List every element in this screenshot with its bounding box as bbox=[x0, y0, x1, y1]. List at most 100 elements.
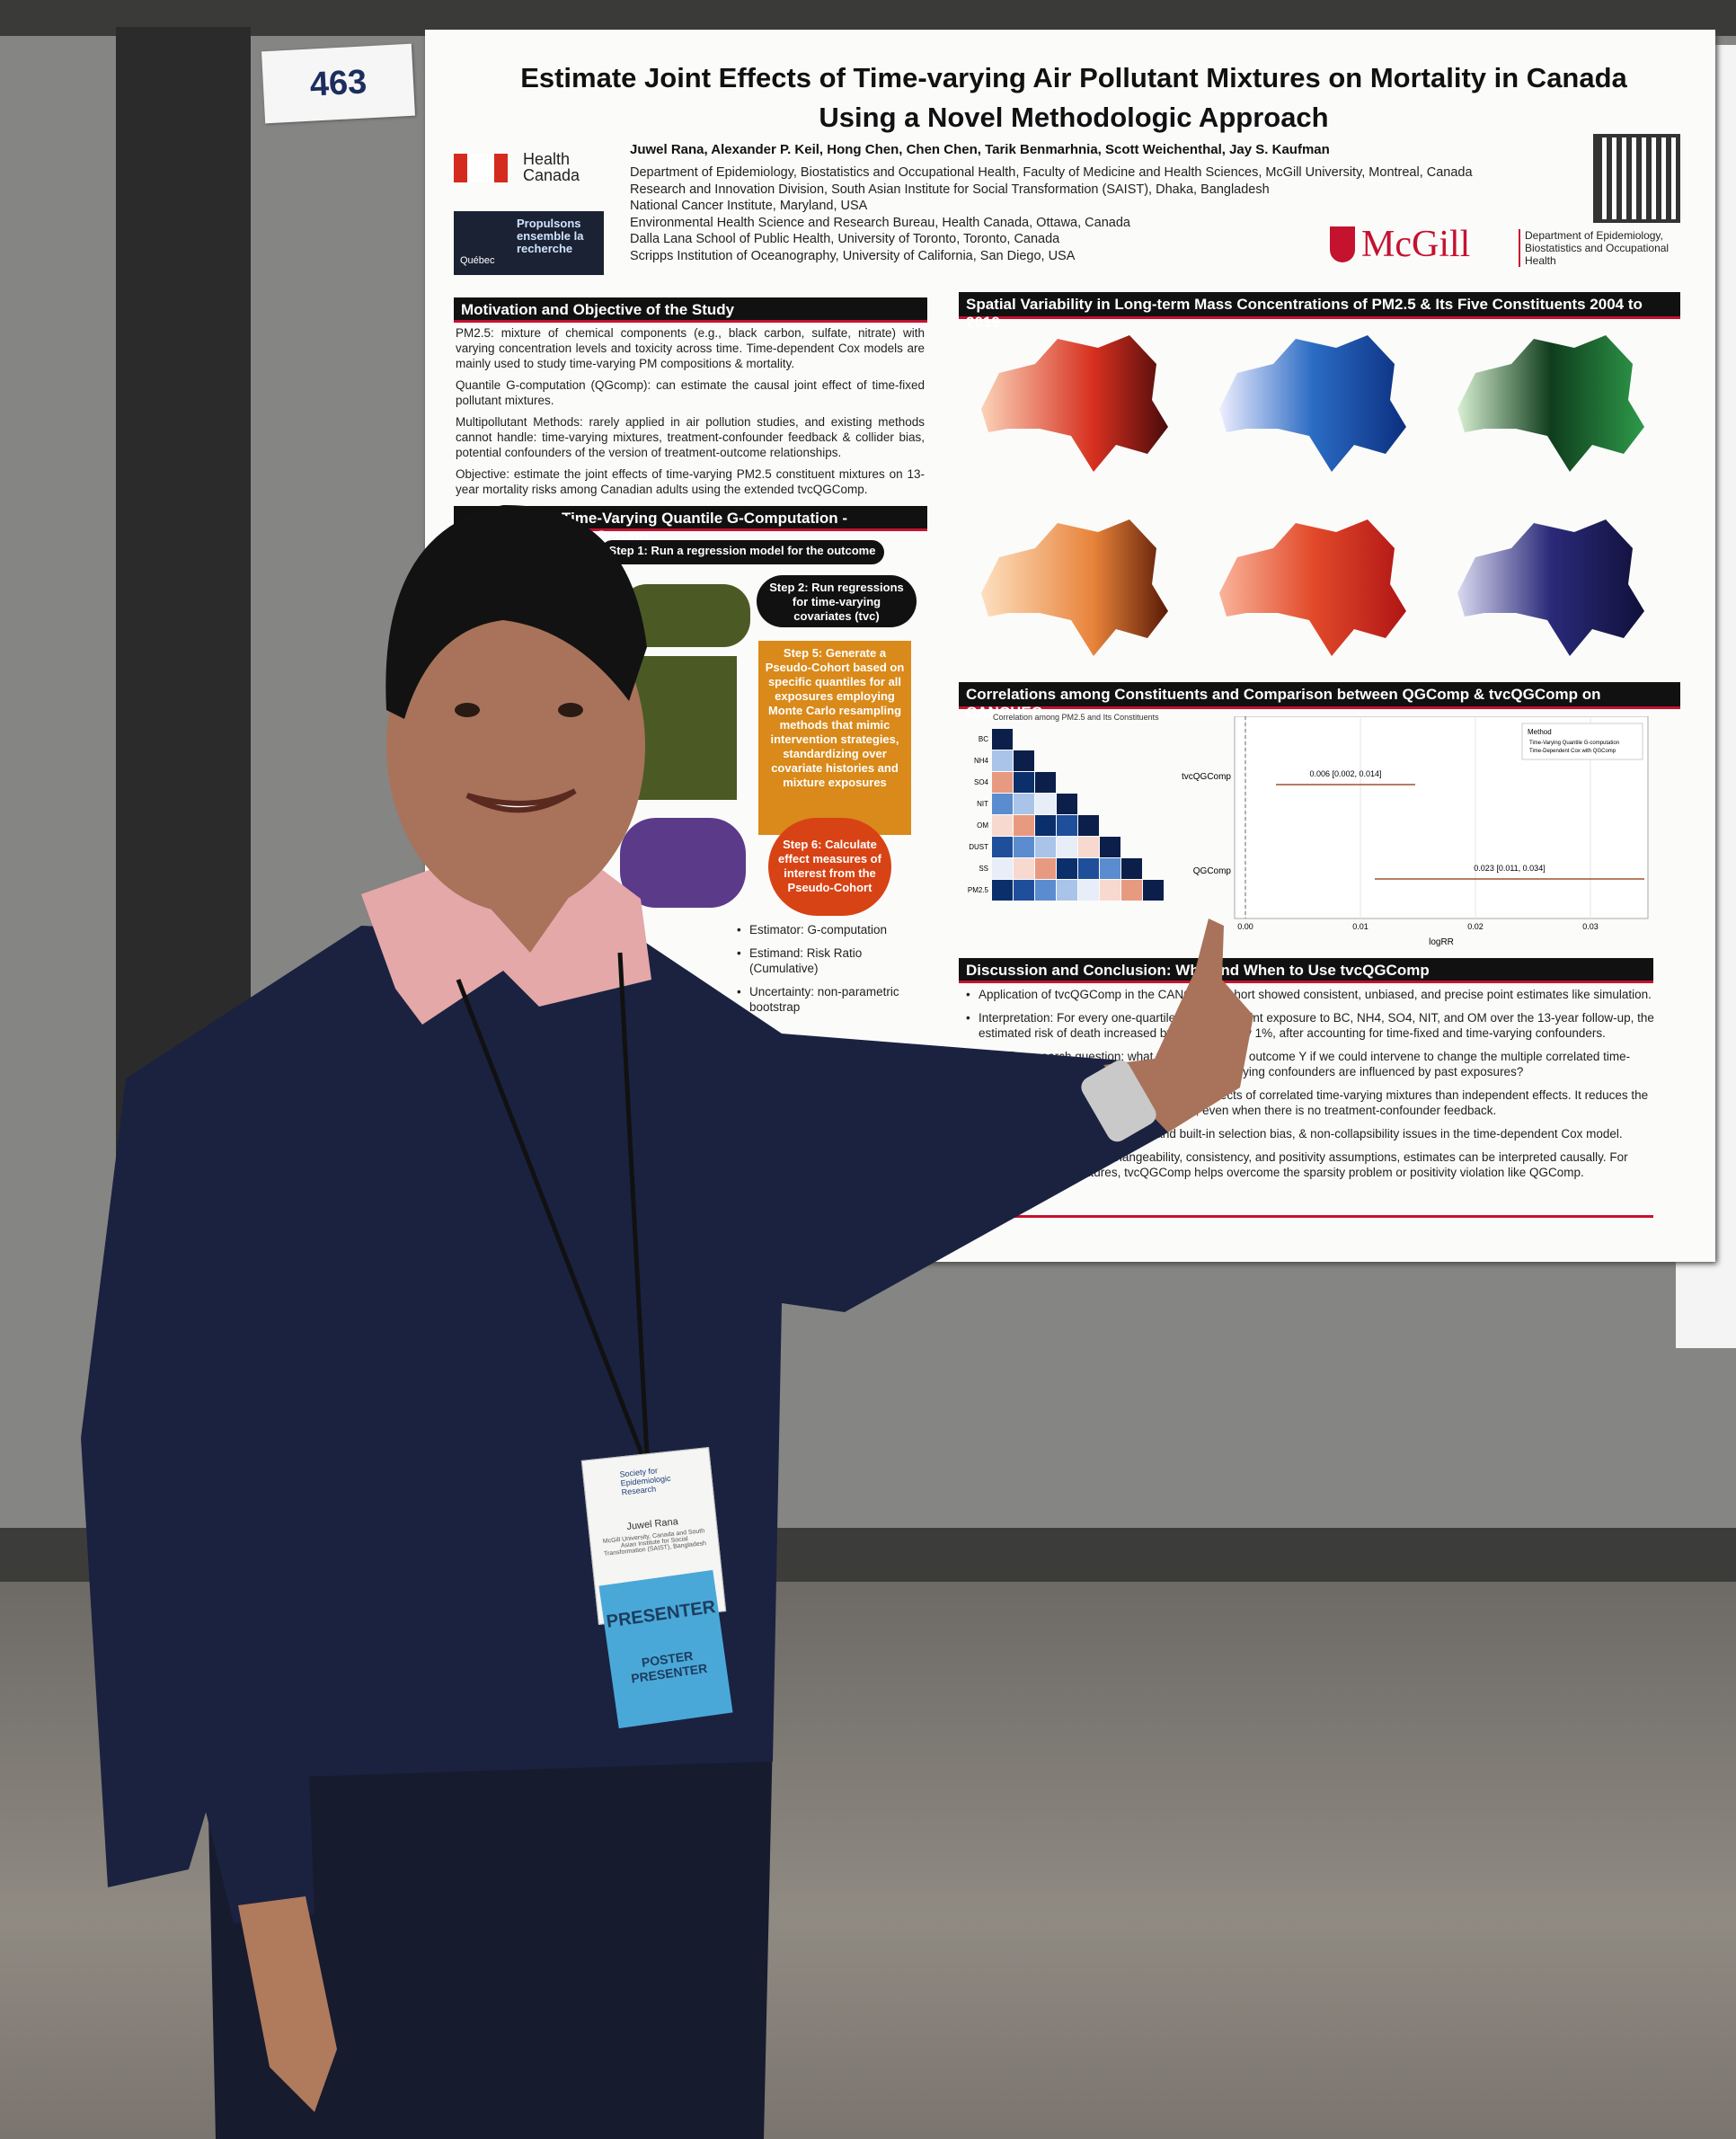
paragraph: Objective: estimate the joint effects of… bbox=[456, 467, 925, 496]
heatmap-label: DUST bbox=[969, 843, 988, 851]
heatmap-cell bbox=[992, 837, 1013, 857]
mcgill-crest bbox=[1330, 226, 1355, 262]
heatmap-cell bbox=[992, 815, 1013, 836]
legend-entry: Time-Dependent Cox with QGComp bbox=[1529, 749, 1616, 754]
heatmap-cell bbox=[1014, 794, 1034, 814]
affiliation: Environmental Health Science and Researc… bbox=[630, 215, 1130, 230]
heatmap-cell bbox=[1100, 880, 1120, 901]
mcgill-logo: McGill bbox=[1361, 224, 1471, 265]
eye bbox=[558, 703, 583, 717]
department-logo: Department of Epidemiology, Biostatistic… bbox=[1519, 229, 1678, 267]
section-heading: Motivation and Objective of the Study bbox=[454, 297, 927, 323]
step-box: Step 1: Run a regression model for the o… bbox=[600, 540, 884, 564]
heatmap-cell bbox=[1014, 815, 1034, 836]
affiliation: Research and Innovation Division, South … bbox=[630, 182, 1270, 197]
quebec-logo-box bbox=[454, 211, 604, 275]
heatmap-cell bbox=[1100, 858, 1120, 879]
heatmap-cell bbox=[1057, 815, 1077, 836]
heatmap-label: PM2.5 bbox=[968, 886, 989, 894]
x-tick-label: 0.02 bbox=[1467, 922, 1484, 931]
heatmap-cell bbox=[1057, 858, 1077, 879]
heatmap-cell bbox=[1035, 772, 1056, 793]
heatmap-label: NIT bbox=[977, 800, 988, 808]
heatmap-cell bbox=[992, 729, 1013, 750]
heatmap-cell bbox=[992, 794, 1013, 814]
shirt-collar bbox=[361, 863, 651, 1025]
smile bbox=[465, 788, 577, 813]
eye bbox=[455, 703, 480, 717]
trousers bbox=[207, 1735, 773, 2139]
ribbon-text: POSTER PRESENTER bbox=[630, 1647, 709, 1686]
poster-title: Estimate Joint Effects of Time-varying A… bbox=[520, 62, 1627, 133]
heatmap-label: SO4 bbox=[974, 778, 989, 786]
step-box: Step 5: Generate a Pseudo-Cohort based o… bbox=[758, 641, 911, 835]
heatmap-cell bbox=[1078, 815, 1099, 836]
step-box: Step 6: Calculate effect measures of int… bbox=[768, 818, 891, 916]
row-label: tvcQGComp bbox=[1182, 772, 1231, 782]
heatmap-cell bbox=[992, 858, 1013, 879]
estimation-list: Estimator: G-computation Estimand: Risk R… bbox=[737, 922, 926, 1023]
legend-entry: Time-Varying Quantile G-computation bbox=[1529, 741, 1619, 746]
lanyard bbox=[456, 979, 645, 1457]
heatmap-title: Correlation among PM2.5 and Its Constitu… bbox=[993, 713, 1159, 722]
estimation-item: Estimand: Risk Ratio (Cumulative) bbox=[737, 945, 926, 976]
affiliation: Dalla Lana School of Public Health, Univ… bbox=[630, 232, 1060, 246]
section-heading: Correlations among Constituents and Comp… bbox=[959, 682, 1680, 721]
section-heading: Spatial Variability in Long-term Mass Co… bbox=[959, 292, 1680, 331]
legend-title: Method bbox=[1528, 728, 1552, 736]
heatmap-label: NH4 bbox=[974, 757, 989, 765]
estimation-item: Estimator: G-computation bbox=[737, 922, 926, 937]
heatmap-cell bbox=[1078, 880, 1099, 901]
heatmap-cell bbox=[1057, 794, 1077, 814]
paragraph: Quantile G-computation (QGcomp): can est… bbox=[456, 378, 925, 407]
heatmap-cell bbox=[1014, 750, 1034, 771]
affiliation: Department of Epidemiology, Biostatistic… bbox=[630, 165, 1473, 180]
quebec-wordmark: Québec bbox=[460, 255, 495, 266]
presenter-ribbon: PRESENTER POSTER PRESENTER bbox=[598, 1569, 733, 1729]
heatmap-cell bbox=[1057, 880, 1077, 901]
heatmap-cell bbox=[1014, 772, 1034, 793]
legend-box bbox=[1521, 723, 1643, 760]
estimate-label: 0.023 [0.011, 0.034] bbox=[1474, 864, 1545, 873]
heatmap-cell bbox=[1014, 858, 1034, 879]
lanyard bbox=[617, 952, 650, 1457]
row-label: QGComp bbox=[1193, 866, 1232, 876]
discussion-bullet: Interpretation: For every one-quartile i… bbox=[966, 1010, 1658, 1041]
x-tick-label: 0.00 bbox=[1237, 922, 1253, 931]
heatmap-cell bbox=[1121, 858, 1142, 879]
pointing-hand bbox=[1103, 919, 1253, 1132]
heatmap-cell bbox=[1035, 815, 1056, 836]
heatmap-cell bbox=[1014, 880, 1034, 901]
heatmap-cell bbox=[1100, 837, 1120, 857]
canada-flag bbox=[454, 154, 508, 182]
x-tick-label: 0.01 bbox=[1352, 922, 1368, 931]
x-axis-label: logRR bbox=[1429, 937, 1454, 947]
heatmap-cell bbox=[1035, 794, 1056, 814]
section-heading: Discussion and Conclusion: Why and When … bbox=[959, 958, 1653, 983]
poster-authors: Juwel Rana, Alexander P. Keil, Hong Chen… bbox=[630, 142, 1330, 157]
heatmap-cell bbox=[992, 750, 1013, 771]
heatmap-cell bbox=[992, 880, 1013, 901]
heatmap-cell bbox=[1121, 880, 1142, 901]
heatmap-cell bbox=[1078, 858, 1099, 879]
paragraph: PM2.5: mixture of chemical components (e… bbox=[456, 326, 925, 370]
heatmap-label: OM bbox=[977, 821, 988, 830]
heatmap-cell bbox=[1143, 880, 1164, 901]
heatmap: BC NH4 SO4 NIT OM DUST SS PM2.5 bbox=[968, 729, 1164, 901]
badge-organization: Society for Epidemiologic Research bbox=[619, 1466, 671, 1497]
heatmap-cell bbox=[1035, 837, 1056, 857]
ribbon-text: PRESENTER bbox=[605, 1596, 717, 1632]
wristwatch bbox=[1081, 1060, 1156, 1142]
affiliations: Department of Epidemiology, Biostatistic… bbox=[630, 164, 1582, 264]
x-tick-label: 0.03 bbox=[1582, 922, 1599, 931]
heatmap-cell bbox=[1035, 858, 1056, 879]
heatmap-label: BC bbox=[979, 735, 988, 743]
heatmap-cell bbox=[1014, 837, 1034, 857]
footer-rule bbox=[959, 1215, 1653, 1218]
heatmap-cell bbox=[992, 772, 1013, 793]
quebec-slogan: Propulsons ensemble la recherche bbox=[517, 217, 584, 255]
hair bbox=[385, 504, 647, 719]
left-arm bbox=[108, 1420, 314, 1923]
heatmap-cell bbox=[1035, 880, 1056, 901]
